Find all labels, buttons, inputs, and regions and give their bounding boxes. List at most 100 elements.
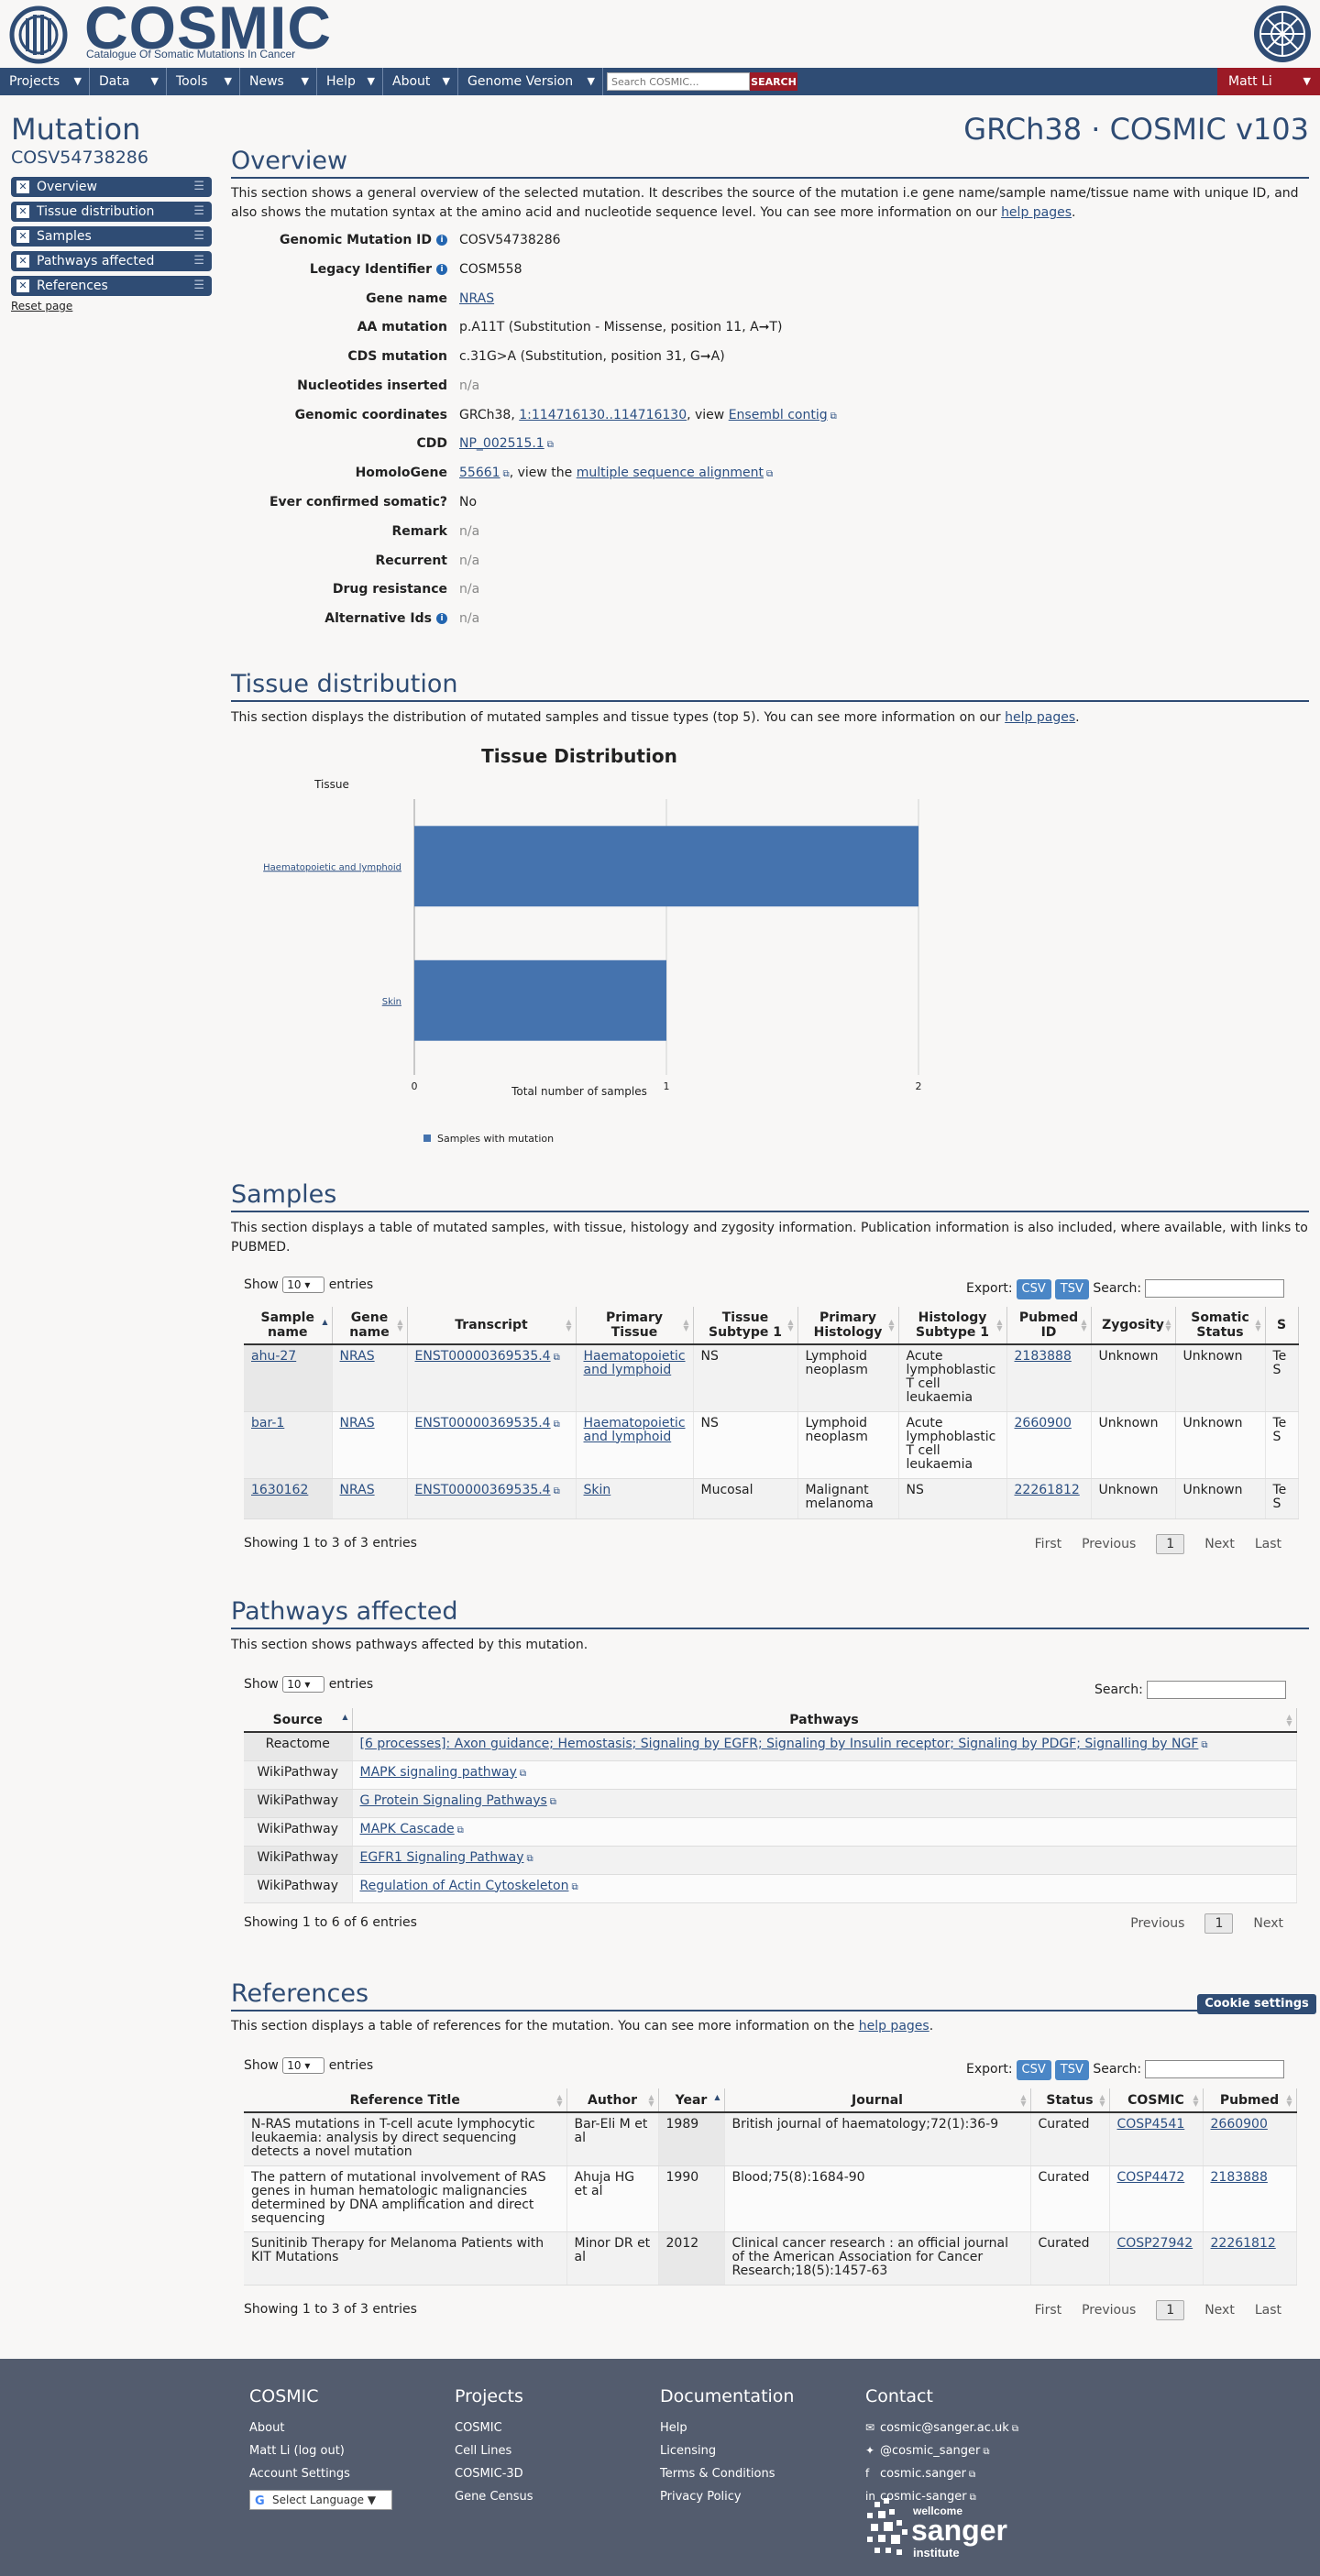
close-icon[interactable]: ✕ — [16, 280, 29, 292]
pager-first[interactable]: First — [1034, 1537, 1062, 1551]
col-primary-histology[interactable]: Primary Histology ▲ ▼ — [798, 1307, 899, 1345]
transcript-link[interactable]: ENST00000369535.4 — [415, 1483, 560, 1497]
col-histology-subtype[interactable]: Histology Subtype 1 ▲ ▼ — [898, 1307, 1007, 1345]
col-sample-name[interactable]: Sample name ▲ — [244, 1307, 333, 1345]
nav-help[interactable]: Help ▼ — [317, 68, 383, 95]
pager-previous[interactable]: Previous — [1130, 1916, 1185, 1931]
col-primary-tissue[interactable]: Primary Tissue ▲ ▼ — [576, 1307, 694, 1345]
col-author[interactable]: Author ▲ ▼ — [566, 2088, 659, 2113]
entries-select[interactable]: 10 ▾ — [282, 1676, 325, 1693]
tissue-link[interactable]: Skin — [583, 1482, 611, 1497]
category-label[interactable]: Haematopoietic and lymphoid — [263, 862, 402, 872]
pathway-link[interactable]: MAPK signaling pathway — [360, 1765, 527, 1780]
pathway-link[interactable]: Regulation of Actin Cytoskeleton — [360, 1879, 578, 1893]
footer-contact-linkedin[interactable]: in cosmic-sanger — [865, 2490, 1018, 2513]
pager-page-1[interactable]: 1 — [1156, 2300, 1185, 2320]
drag-handle-icon[interactable]: ☰ — [193, 229, 204, 243]
footer-link-privacy[interactable]: Privacy Policy — [660, 2490, 742, 2504]
tsv-button[interactable]: TSV — [1054, 2060, 1089, 2080]
col-more[interactable]: S — [1265, 1307, 1299, 1345]
drag-handle-icon[interactable]: ☰ — [193, 204, 204, 218]
pubmed-link[interactable]: 22261812 — [1014, 1482, 1080, 1497]
pubmed-link[interactable]: 2183888 — [1210, 2169, 1268, 2185]
tsv-button[interactable]: TSV — [1054, 1279, 1089, 1299]
csv-button[interactable]: CSV — [1016, 2060, 1051, 2080]
user-menu[interactable]: Matt Li ▼ — [1217, 68, 1320, 95]
info-icon[interactable]: i — [436, 613, 447, 624]
pathway-link[interactable]: EGFR1 Signaling Pathway — [360, 1850, 534, 1865]
sample-link[interactable]: 1630162 — [251, 1482, 309, 1497]
nav-genome-version[interactable]: Genome Version ▼ — [458, 68, 603, 95]
pager-next[interactable]: Next — [1253, 1916, 1283, 1931]
footer-link-about[interactable]: About — [249, 2421, 285, 2435]
footer-link-cosmic[interactable]: COSMIC — [455, 2421, 502, 2435]
footer-link-help[interactable]: Help — [660, 2421, 688, 2435]
nav-tools[interactable]: Tools ▼ — [167, 68, 240, 95]
col-status[interactable]: Status ▲ ▼ — [1030, 2088, 1110, 2113]
close-icon[interactable]: ✕ — [16, 205, 29, 218]
sidebar-item-pathways[interactable]: ✕ Pathways affected ☰ — [11, 251, 212, 271]
col-year[interactable]: Year ▲ — [658, 2088, 725, 2113]
bar[interactable] — [414, 826, 918, 907]
close-icon[interactable]: ✕ — [16, 255, 29, 268]
samples-search-input[interactable] — [1145, 1279, 1285, 1298]
ensembl-link[interactable]: Ensembl contig — [729, 408, 837, 422]
col-cosmic[interactable]: COSMIC ▲ ▼ — [1109, 2088, 1204, 2113]
pager-last[interactable]: Last — [1254, 2303, 1282, 2318]
col-somatic-status[interactable]: Somatic Status ▲ ▼ — [1175, 1307, 1266, 1345]
footer-link-cell-lines[interactable]: Cell Lines — [455, 2444, 512, 2458]
language-select[interactable]: G Select Language ▼ — [249, 2490, 392, 2510]
col-reference-title[interactable]: Reference Title ▲ ▼ — [244, 2088, 567, 2113]
pathways-search-input[interactable] — [1146, 1681, 1286, 1699]
footer-link-terms[interactable]: Terms & Conditions — [660, 2467, 776, 2481]
drag-handle-icon[interactable]: ☰ — [193, 180, 204, 193]
help-pages-link[interactable]: help pages — [858, 2019, 930, 2033]
gene-link[interactable]: NRAS — [459, 291, 495, 306]
footer-link-account[interactable]: Account Settings — [249, 2467, 350, 2481]
category-label[interactable]: Skin — [382, 997, 402, 1007]
gene-link[interactable]: NRAS — [339, 1415, 375, 1431]
tissue-link[interactable]: Haematopoietic and lymphoid — [583, 1415, 686, 1444]
pathway-link[interactable]: MAPK Cascade — [360, 1822, 464, 1836]
footer-link-logout[interactable]: Matt Li (log out) — [249, 2444, 345, 2458]
col-gene-name[interactable]: Gene name ▲ ▼ — [332, 1307, 408, 1345]
gene-link[interactable]: NRAS — [339, 1349, 375, 1364]
pubmed-link[interactable]: 2183888 — [1014, 1349, 1072, 1364]
logo-wordmark[interactable]: COSMIC — [84, 0, 332, 61]
col-tissue-subtype[interactable]: Tissue Subtype 1 ▲ ▼ — [693, 1307, 798, 1345]
col-pubmed[interactable]: Pubmed ▲ ▼ — [1203, 2088, 1297, 2113]
help-pages-link[interactable]: help pages — [1001, 205, 1072, 220]
pubmed-link[interactable]: 22261812 — [1210, 2235, 1276, 2251]
pathway-link[interactable]: G Protein Signaling Pathways — [360, 1793, 556, 1808]
transcript-link[interactable]: ENST00000369535.4 — [415, 1349, 560, 1364]
gene-link[interactable]: NRAS — [339, 1482, 375, 1497]
nav-data[interactable]: Data ▼ — [90, 68, 167, 95]
sidebar-item-overview[interactable]: ✕ Overview ☰ — [11, 177, 212, 197]
pager-page-1[interactable]: 1 — [1204, 1913, 1234, 1934]
drag-handle-icon[interactable]: ☰ — [193, 254, 204, 268]
pager-first[interactable]: First — [1034, 2303, 1062, 2318]
sample-link[interactable]: ahu-27 — [251, 1349, 297, 1364]
cosmic-link[interactable]: COSP27942 — [1116, 2235, 1194, 2251]
pager-next[interactable]: Next — [1204, 2303, 1235, 2318]
footer-link-cosmic-3d[interactable]: COSMIC-3D — [455, 2467, 523, 2481]
sidebar-item-samples[interactable]: ✕ Samples ☰ — [11, 226, 212, 247]
help-pages-link[interactable]: help pages — [1005, 710, 1076, 725]
sample-link[interactable]: bar-1 — [251, 1415, 285, 1431]
col-zygosity[interactable]: Zygosity ▲ ▼ — [1091, 1307, 1176, 1345]
nav-projects[interactable]: Projects ▼ — [0, 68, 90, 95]
footer-link-licensing[interactable]: Licensing — [660, 2444, 717, 2458]
tissue-link[interactable]: Haematopoietic and lymphoid — [583, 1349, 686, 1377]
cosmic-link[interactable]: COSP4472 — [1116, 2169, 1185, 2185]
footer-contact-facebook[interactable]: f cosmic.sanger — [865, 2467, 1018, 2490]
sidebar-item-references[interactable]: ✕ References ☰ — [11, 276, 212, 296]
search-button[interactable]: SEARCH — [750, 72, 798, 91]
col-pathways[interactable]: Pathways ▲ ▼ — [352, 1708, 1297, 1733]
pager-next[interactable]: Next — [1204, 1537, 1235, 1551]
cookie-settings-button[interactable]: Cookie settings — [1197, 1994, 1316, 2014]
col-source[interactable]: Source ▲ — [244, 1708, 353, 1733]
nav-news[interactable]: News ▼ — [240, 68, 317, 95]
sidebar-item-tissue[interactable]: ✕ Tissue distribution ☰ — [11, 202, 212, 222]
search-input[interactable] — [607, 72, 750, 91]
pager-previous[interactable]: Previous — [1082, 1537, 1137, 1551]
